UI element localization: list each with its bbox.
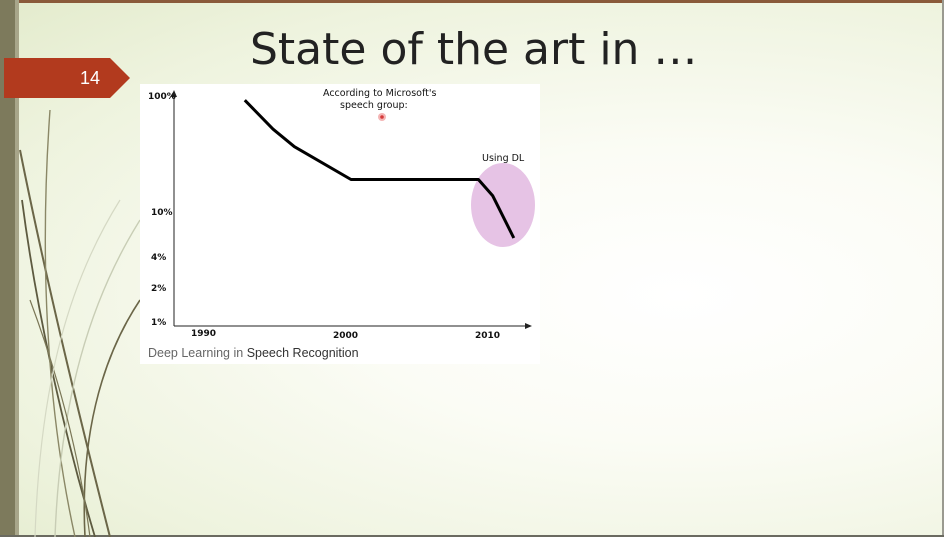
series-line: [243, 99, 516, 239]
chart-panel: 100% 10% 4% 2% 1% 1990 2000 2010 Accordi…: [140, 84, 540, 364]
chart-caption: Deep Learning in Speech Recognition: [148, 346, 359, 360]
x-tick-label: 2000: [333, 331, 358, 341]
y-axis-arrow: [171, 90, 177, 97]
annotation-microsoft-line2: speech group:: [340, 100, 408, 111]
left-accent-bar: [0, 0, 15, 537]
using-dl-highlight: [471, 163, 535, 247]
left-accent-shade: [15, 0, 19, 537]
page-number-badge: [4, 58, 130, 98]
x-axis-arrow: [525, 323, 532, 329]
y-tick-label: 4%: [151, 253, 166, 263]
x-tick-label: 2010: [475, 331, 500, 341]
x-tick-label: 1990: [191, 329, 216, 339]
caption-topic: Speech Recognition: [246, 346, 359, 360]
bottom-border: [0, 535, 944, 537]
y-tick-label: 100%: [148, 92, 176, 102]
caption-prefix: Deep Learning in: [148, 346, 247, 360]
top-border: [0, 0, 944, 3]
speech-error-rate-chart: 100% 10% 4% 2% 1% 1990 2000 2010 Accordi…: [148, 88, 535, 341]
annotation-using-dl: Using DL: [482, 153, 525, 164]
annotation-microsoft: According to Microsoft's: [323, 88, 436, 99]
right-border: [942, 0, 944, 537]
cursor-dot-center: [380, 115, 384, 119]
slide-title: State of the art in …: [250, 24, 698, 75]
y-tick-label: 2%: [151, 284, 166, 294]
page-number: 14: [79, 68, 101, 88]
y-tick-label: 10%: [151, 208, 173, 218]
y-tick-label: 1%: [151, 318, 166, 328]
